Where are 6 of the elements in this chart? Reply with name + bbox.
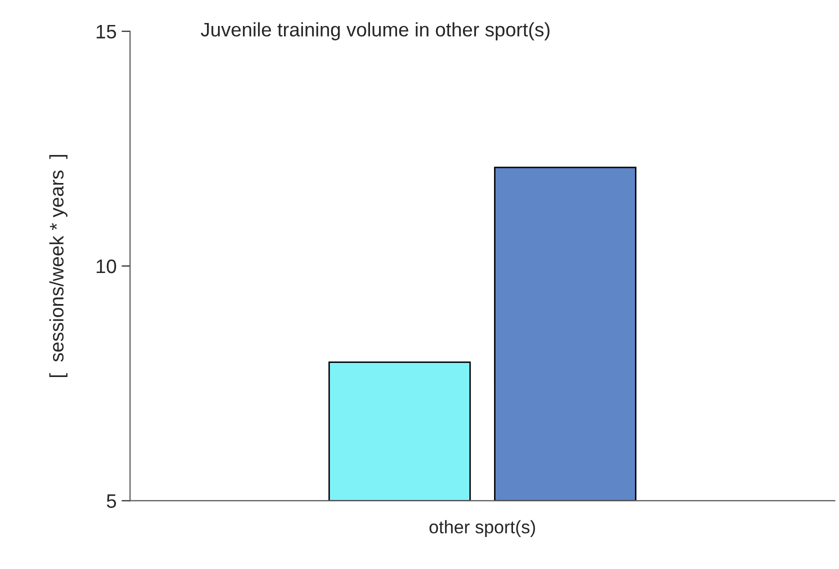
- y-axis-title: [ sessions/week * years ]: [49, 155, 68, 378]
- y-tick-label: 5: [106, 494, 116, 508]
- x-tick-label: other sport(s): [430, 520, 535, 537]
- y-tick-label: 15: [96, 24, 116, 39]
- chart-title: Juvenile training volume in other sport(s): [200, 22, 550, 40]
- y-tick-label: 10: [96, 259, 116, 274]
